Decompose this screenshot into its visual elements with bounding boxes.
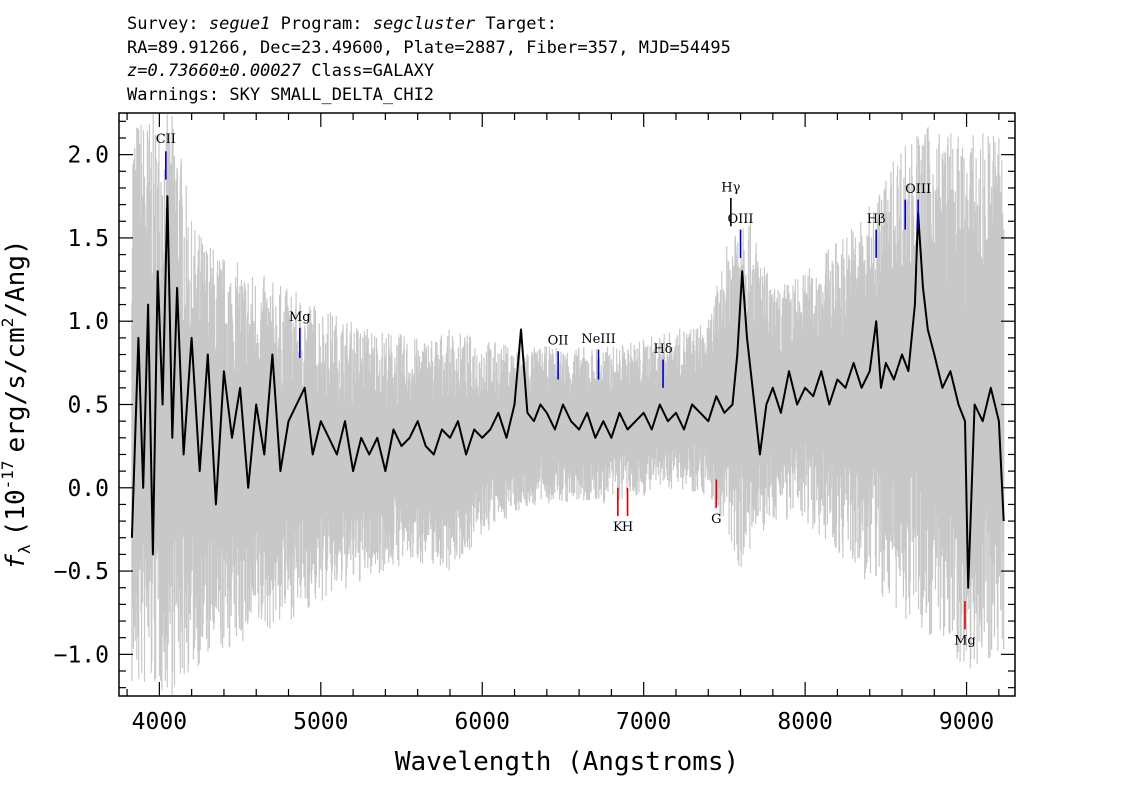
x-tick-label-5: 9000 — [939, 709, 994, 735]
spectral-line-label-7: Hβ — [867, 212, 886, 227]
program-value: segcluster — [372, 14, 476, 34]
spectral-line-label-5: Hγ — [721, 180, 740, 195]
spectral-line-label-11: H — [622, 520, 633, 535]
program-label: Program: — [280, 14, 363, 34]
x-axis-label: Wavelength (Angstroms) — [395, 747, 739, 777]
axis-ticks-layer: 4000 5000 6000 7000 8000 9000 −1.0 −0.5 0.0 0.5 1.… — [54, 113, 1015, 735]
spectrum-header: Survey: segue1 Program: segcluster Targe… — [127, 13, 731, 107]
x-tick-label-2: 6000 — [455, 709, 510, 735]
header-line-3: z=0.73660±0.00027 Class=GALAXY — [127, 60, 731, 84]
y-tick-label-6: 2.0 — [67, 143, 109, 169]
y-axis-label: fλ (10-17 erg/s/cm2/Ang) — [0, 239, 34, 569]
redshift-value: z=0.73660±0.00027 — [127, 61, 301, 81]
y-label-exp: -17 — [0, 460, 17, 489]
survey-value: segue1 — [208, 14, 271, 34]
y-label-sub: λ — [15, 544, 34, 554]
spectral-line-label-1: Mg — [289, 310, 311, 325]
survey-label: Survey: — [127, 14, 199, 34]
y-label-tail: /Ang) — [1, 239, 31, 317]
header-line-1: Survey: segue1 Program: segcluster Targe… — [127, 13, 731, 37]
y-label-unit-exp: 2 — [0, 318, 17, 328]
spectral-lines-layer: CII Mg OII NeIII Hδ Hγ OIII Hβ OIII K H G Mg — [156, 132, 976, 648]
spectral-line-label-13: Mg — [954, 633, 976, 648]
flux-series-line-0 — [130, 195, 1005, 589]
spectral-line-label-6: OIII — [728, 212, 754, 227]
y-label-f: f — [1, 554, 31, 570]
spectral-line-label-4: Hδ — [653, 342, 672, 357]
error-band — [131, 113, 1005, 695]
y-tick-label-4: 1.0 — [67, 309, 109, 335]
y-label-unit: erg/s/cm — [1, 327, 31, 452]
x-tick-label-0: 4000 — [132, 709, 187, 735]
spectral-line-label-3: NeIII — [581, 332, 615, 347]
y-tick-label-1: −0.5 — [54, 559, 109, 585]
x-tick-label-3: 7000 — [616, 709, 671, 735]
spectral-line-label-0: CII — [156, 132, 176, 147]
spectral-line-label-10: K — [613, 520, 623, 535]
x-tick-label-1: 5000 — [293, 709, 348, 735]
error-band-layer — [131, 113, 1005, 695]
header-line-2: RA=89.91266, Dec=23.49600, Plate=2887, F… — [127, 37, 731, 58]
spectral-line-label-2: OII — [548, 334, 569, 349]
y-tick-label-2: 0.0 — [67, 476, 109, 502]
header-line-4: Warnings: SKY SMALL_DELTA_CHI2 — [127, 84, 435, 105]
y-tick-label-0: −1.0 — [54, 642, 109, 668]
y-label-body: (10 — [1, 489, 31, 536]
y-tick-label-5: 1.5 — [67, 226, 109, 252]
y-tick-label-3: 0.5 — [67, 393, 109, 419]
x-tick-label-4: 8000 — [777, 709, 832, 735]
target-label: Target: — [485, 14, 557, 34]
flux-series-layer — [130, 195, 1005, 589]
spectral-line-label-12: G — [711, 512, 721, 527]
class-value: Class=GALAXY — [311, 61, 435, 81]
spectral-line-label-8: OIII — [905, 182, 931, 197]
